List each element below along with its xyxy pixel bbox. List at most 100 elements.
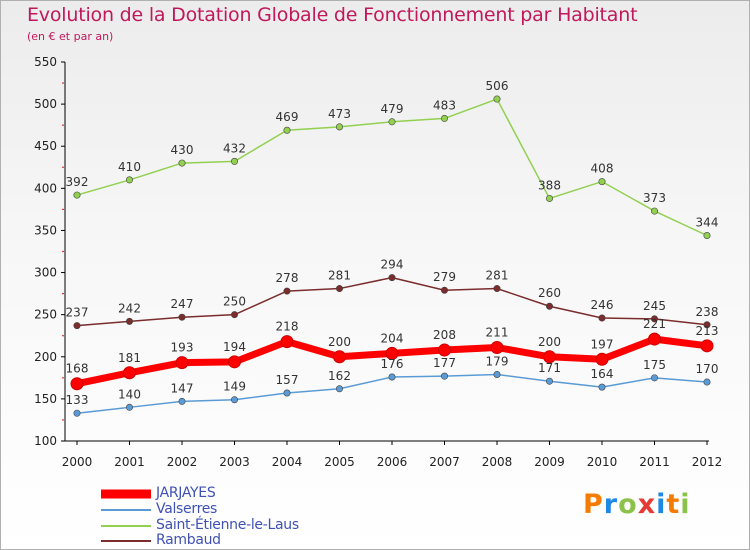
legend-swatch-saint-etienne-le-laus [101,525,151,527]
data-label: 408 [591,162,614,176]
data-point [333,350,346,364]
data-point [388,274,396,282]
x-tick-label: 2003 [219,455,250,469]
data-point [231,311,239,319]
data-point [650,374,658,382]
data-label: 238 [696,305,719,319]
logo-letter: r [603,489,619,520]
logo-letter: i [680,489,691,520]
data-point [73,322,81,330]
chart-subtitle: (en € et par an) [27,30,114,43]
chart-title: Evolution de la Dotation Globale de Fonc… [27,4,638,26]
data-point [438,343,451,357]
data-point [648,332,661,346]
data-point [545,194,553,202]
legend-swatch-valserres [101,509,151,511]
data-label: 168 [66,362,89,376]
y-tick-label: 250 [34,308,57,322]
data-label: 237 [66,306,89,320]
data-point [178,397,186,405]
data-point [650,315,658,323]
y-tick-label: 200 [34,350,57,364]
logo-letter: i [656,489,667,520]
x-tick-label: 2004 [272,455,303,469]
data-label: 208 [433,328,456,342]
data-point [178,159,186,167]
data-label: 149 [223,380,246,394]
data-label: 432 [223,141,246,155]
legend-label-rambaud: Rambaud [156,532,221,548]
data-point [703,321,711,329]
data-point [598,383,606,391]
logo-letter: t [666,489,681,520]
data-point [598,314,606,322]
data-point [440,286,448,294]
data-label: 483 [433,98,456,112]
data-label: 506 [486,79,509,93]
data-point [73,409,81,417]
data-label: 260 [538,286,561,300]
data-label: 388 [538,178,561,192]
x-tick-label: 2001 [114,455,145,469]
y-tick-label: 500 [34,97,57,111]
data-label: 469 [276,110,299,124]
data-point [598,178,606,186]
data-label: 294 [381,258,404,272]
data-point [335,385,343,393]
data-point [493,370,501,378]
legend-label-valserres: Valserres [156,501,218,517]
data-label: 242 [118,301,141,315]
data-label: 204 [381,331,404,345]
data-label: 181 [118,351,141,365]
x-tick-label: 2007 [429,455,460,469]
data-label: 246 [591,298,614,312]
data-label: 162 [328,369,351,383]
data-label: 247 [171,297,194,311]
data-label: 200 [328,335,351,349]
data-point [335,123,343,131]
data-point [703,231,711,239]
data-point [231,396,239,404]
y-tick-label: 450 [34,139,57,153]
data-point [335,285,343,293]
data-label: 281 [486,269,509,283]
data-point [126,317,134,325]
data-point [440,372,448,380]
data-label: 211 [486,326,509,340]
data-label: 140 [118,387,141,401]
y-tick-label: 350 [34,223,57,237]
data-point [126,176,134,184]
data-point [493,95,501,103]
data-point [126,403,134,411]
legend-label-saint-etienne-le-laus: Saint-Étienne-le-Laus [156,517,299,533]
x-tick-label: 2008 [482,455,513,469]
data-label: 410 [118,160,141,174]
data-point [700,339,714,353]
data-label: 194 [223,340,246,354]
data-label: 392 [66,175,89,189]
data-label: 179 [486,354,509,368]
data-label: 479 [381,102,404,116]
data-label: 176 [381,357,404,371]
data-label: 279 [433,270,456,284]
data-point [543,350,556,364]
legend-swatch-jarjayes [101,489,151,499]
y-tick-label: 400 [34,181,57,195]
data-label: 281 [328,269,351,283]
data-label: 278 [276,271,299,285]
data-label: 197 [591,337,614,351]
x-tick-label: 2012 [692,455,723,469]
data-label: 245 [643,299,666,313]
data-label: 171 [538,361,561,375]
legend-swatch-rambaud [101,540,151,542]
data-point [283,389,291,397]
data-label: 164 [591,367,614,381]
data-point [490,341,504,355]
data-point [123,366,136,380]
data-point [231,157,239,165]
logo-letter: o [618,489,638,520]
data-point [385,346,399,360]
logo-letter: P [583,489,604,520]
data-label: 221 [643,317,666,331]
